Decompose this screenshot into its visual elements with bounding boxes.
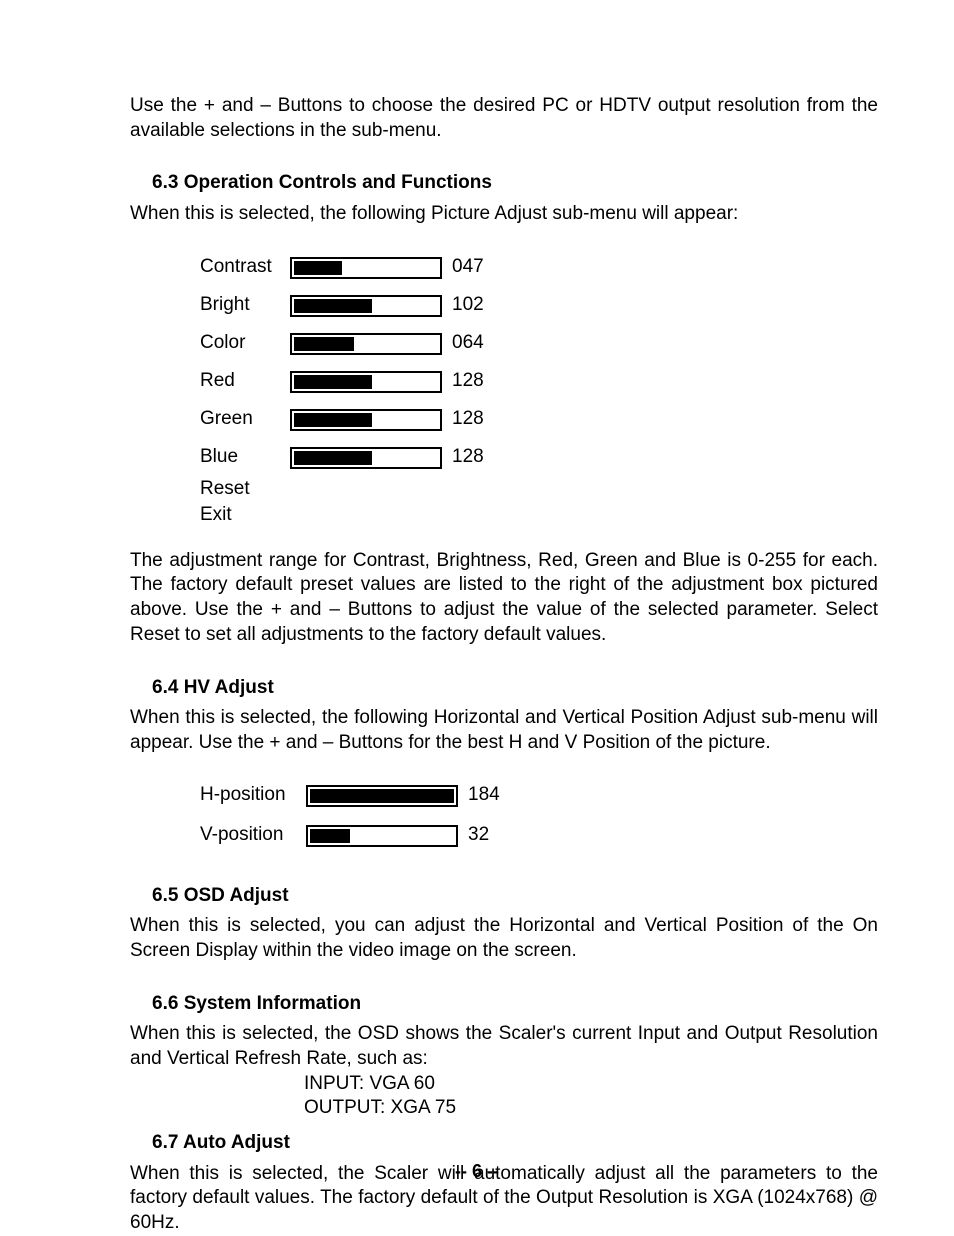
picture-adjust-bar xyxy=(290,333,442,355)
section-6-3-after: The adjustment range for Contrast, Brigh… xyxy=(130,549,878,648)
picture-adjust-bar xyxy=(290,257,442,279)
section-6-6-lead: When this is selected, the OSD shows the… xyxy=(130,1022,878,1071)
picture-adjust-bar-fill xyxy=(294,375,372,389)
picture-adjust-label: Contrast xyxy=(200,255,290,280)
hv-adjust-value: 32 xyxy=(468,823,518,848)
heading-6-7: 6.7 Auto Adjust xyxy=(130,1131,878,1156)
sysinfo-input: INPUT: VGA 60 xyxy=(304,1072,878,1097)
hv-adjust-value: 184 xyxy=(468,783,518,808)
picture-adjust-value: 128 xyxy=(452,369,502,394)
hv-adjust-label: H-position xyxy=(200,783,306,808)
picture-adjust-label: Blue xyxy=(200,445,290,470)
hv-adjust-row: H-position 184 xyxy=(200,776,878,816)
hv-adjust-bar-fill xyxy=(310,829,350,843)
picture-adjust-row: Red 128 xyxy=(200,363,878,401)
picture-adjust-bar-fill xyxy=(294,337,354,351)
picture-adjust-bar-fill xyxy=(294,299,372,313)
page-number: -- 6 -- xyxy=(0,1160,954,1183)
picture-adjust-label: Red xyxy=(200,369,290,394)
section-6-5-body: When this is selected, you can adjust th… xyxy=(130,914,878,963)
picture-adjust-label: Color xyxy=(200,331,290,356)
heading-6-4: 6.4 HV Adjust xyxy=(130,676,878,701)
picture-adjust-menu: Contrast 047 Bright 102 Color 064 Red 128 Green 1… xyxy=(200,249,878,529)
picture-adjust-row: Color 064 xyxy=(200,325,878,363)
picture-adjust-value: 064 xyxy=(452,331,502,356)
hv-adjust-label: V-position xyxy=(200,823,306,848)
hv-adjust-bar-fill xyxy=(310,789,454,803)
picture-adjust-label: Green xyxy=(200,407,290,432)
picture-adjust-plain-label: Reset xyxy=(200,477,290,502)
picture-adjust-bar xyxy=(290,409,442,431)
picture-adjust-label: Bright xyxy=(200,293,290,318)
picture-adjust-value: 047 xyxy=(452,255,502,280)
picture-adjust-bar-fill xyxy=(294,261,342,275)
hv-adjust-menu: H-position 184 V-position 32 xyxy=(200,776,878,856)
section-6-3-lead: When this is selected, the following Pic… xyxy=(130,202,878,227)
hv-adjust-bar xyxy=(306,785,458,807)
intro-paragraph: Use the + and – Buttons to choose the de… xyxy=(130,94,878,143)
hv-adjust-bar xyxy=(306,825,458,847)
picture-adjust-plain-item: Reset xyxy=(200,477,878,503)
picture-adjust-plain-item: Exit xyxy=(200,503,878,529)
picture-adjust-value: 128 xyxy=(452,445,502,470)
picture-adjust-bar xyxy=(290,371,442,393)
picture-adjust-value: 128 xyxy=(452,407,502,432)
heading-6-5: 6.5 OSD Adjust xyxy=(130,884,878,909)
picture-adjust-value: 102 xyxy=(452,293,502,318)
heading-6-6: 6.6 System Information xyxy=(130,992,878,1017)
heading-6-3: 6.3 Operation Controls and Functions xyxy=(130,171,878,196)
hv-adjust-row: V-position 32 xyxy=(200,816,878,856)
sysinfo-output: OUTPUT: XGA 75 xyxy=(304,1096,878,1121)
picture-adjust-row: Contrast 047 xyxy=(200,249,878,287)
picture-adjust-bar-fill xyxy=(294,413,372,427)
picture-adjust-row: Bright 102 xyxy=(200,287,878,325)
picture-adjust-row: Blue 128 xyxy=(200,439,878,477)
picture-adjust-bar-fill xyxy=(294,451,372,465)
picture-adjust-bar xyxy=(290,295,442,317)
picture-adjust-row: Green 128 xyxy=(200,401,878,439)
picture-adjust-plain-label: Exit xyxy=(200,503,290,528)
picture-adjust-bar xyxy=(290,447,442,469)
section-6-4-lead: When this is selected, the following Hor… xyxy=(130,706,878,755)
